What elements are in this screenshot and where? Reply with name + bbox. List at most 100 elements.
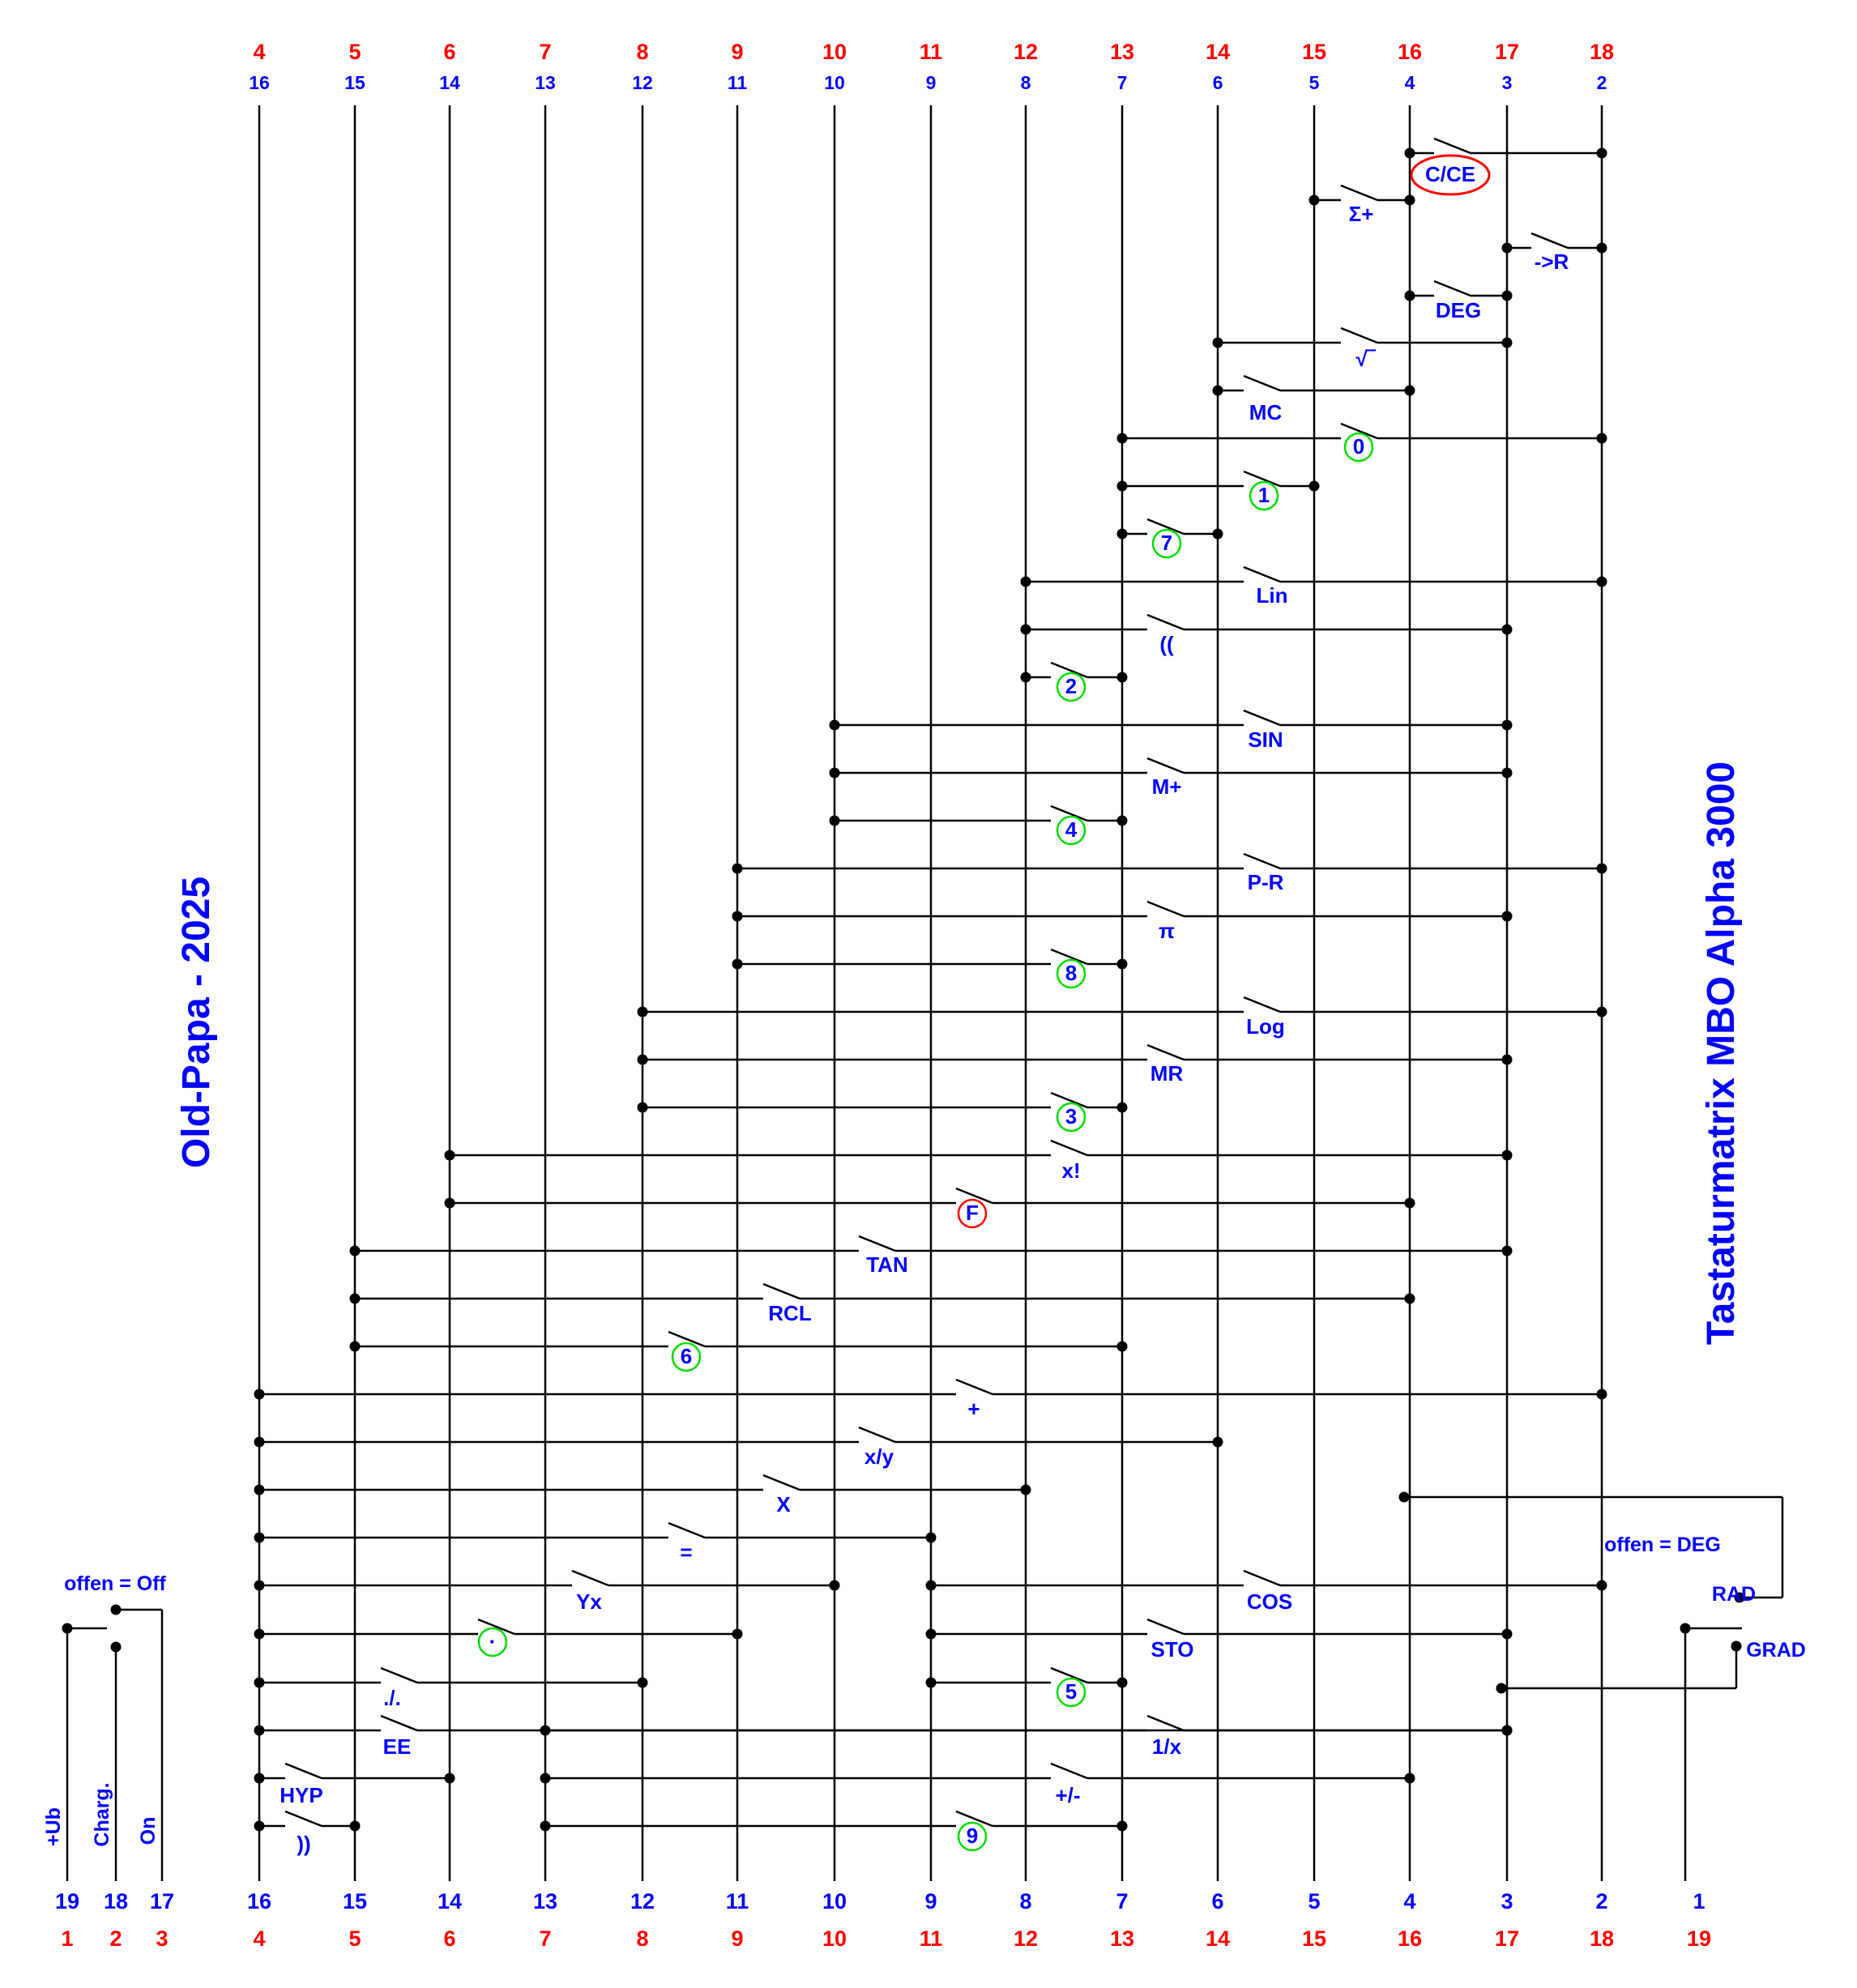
key-label-19: MR	[1150, 1061, 1184, 1086]
top-red-label-10: 14	[1206, 40, 1230, 64]
top-red-label-5: 9	[731, 40, 743, 64]
power-switch-note: offen = Off	[64, 1572, 166, 1595]
junction-dot	[732, 958, 743, 970]
top-blue-label-14: 2	[1597, 72, 1607, 93]
junction-dot	[1501, 242, 1513, 254]
junction-dot	[1501, 290, 1513, 301]
bottom-red-label-15: 16	[1398, 1926, 1422, 1951]
switch-contact	[1050, 804, 1088, 822]
key-label-22: F	[966, 1201, 979, 1225]
key-label-27: x/y	[864, 1444, 894, 1469]
key-label-26: +	[967, 1397, 980, 1421]
power-switch: offen = Off +Ub Charg. On	[42, 1572, 167, 1881]
junction-dot	[1596, 433, 1607, 444]
junction-dot	[1596, 147, 1607, 159]
top-red-label-0: 4	[253, 40, 265, 64]
key-label-10: ((	[1159, 632, 1174, 656]
key-circle-8	[1151, 528, 1182, 559]
bottom-blue-label-0: 19	[55, 1889, 79, 1913]
junction-dot	[540, 1725, 551, 1736]
bottom-blue-label-11: 8	[1019, 1889, 1031, 1913]
switch-contact	[1050, 1139, 1088, 1157]
top-blue-label-12: 4	[1405, 72, 1415, 93]
bottom-blue-label-18: 1	[1693, 1889, 1705, 1913]
junction-dot	[254, 1580, 265, 1591]
top-blue-label-13: 3	[1502, 72, 1513, 93]
top-red-pin-labels: 4 5 6 7 8 9 10 11 12 13 14 15 16 17 18	[253, 40, 1614, 64]
switch-contact	[762, 1282, 800, 1300]
switch-contact	[380, 1666, 418, 1684]
junction-dot	[540, 1820, 551, 1832]
junction-dot	[637, 1006, 648, 1017]
junction-dot	[1404, 385, 1415, 396]
junction-dot	[925, 1628, 937, 1640]
junction-dot	[925, 1677, 937, 1688]
junction-dot	[1404, 147, 1415, 159]
switch-contact	[955, 1187, 993, 1205]
bottom-blue-label-8: 11	[726, 1889, 749, 1913]
junction-dot	[254, 1820, 265, 1832]
junction-dot	[254, 1628, 265, 1640]
junction-dot	[1020, 624, 1031, 635]
junction-dot	[1212, 1436, 1223, 1448]
angle-rad-label: RAD	[1712, 1583, 1756, 1606]
top-red-label-6: 10	[822, 40, 847, 64]
junction-dot	[349, 1245, 361, 1256]
junction-dot	[1404, 1293, 1415, 1304]
bottom-blue-label-16: 3	[1501, 1889, 1513, 1913]
switch-contact	[858, 1426, 896, 1444]
bottom-blue-label-15: 4	[1403, 1889, 1415, 1913]
key-circle-25	[671, 1342, 702, 1372]
top-blue-label-8: 8	[1021, 72, 1031, 93]
key-label-33: STO	[1151, 1637, 1194, 1662]
matrix-columns	[258, 105, 1603, 1881]
junction-dot	[1116, 1820, 1128, 1832]
bottom-blue-label-12: 7	[1116, 1889, 1128, 1913]
top-blue-label-10: 6	[1213, 72, 1223, 93]
switch-contact	[1146, 900, 1185, 918]
top-red-label-11: 15	[1302, 40, 1326, 64]
bottom-blue-label-5: 14	[438, 1889, 462, 1913]
key-label-37: 1/x	[1152, 1734, 1182, 1759]
junction-dot	[1596, 242, 1607, 254]
angle-grad-label: GRAD	[1746, 1639, 1806, 1662]
junction-dot	[1501, 719, 1513, 731]
junction-dot	[1116, 1102, 1128, 1113]
top-red-label-7: 11	[920, 40, 943, 64]
junction-dot	[1404, 1773, 1415, 1784]
junction-dot	[1501, 1628, 1513, 1640]
junction-dot	[1404, 290, 1415, 301]
junction-dot	[829, 815, 840, 826]
junction-dot	[1116, 672, 1128, 683]
key-label-41: 9	[967, 1824, 978, 1848]
junction-dot	[254, 1725, 265, 1736]
bottom-blue-label-13: 6	[1211, 1889, 1223, 1913]
bottom-red-label-3: 4	[253, 1926, 265, 1951]
junction-dot	[1116, 1677, 1128, 1688]
switch-contact	[1050, 948, 1088, 966]
top-blue-label-2: 14	[439, 72, 460, 93]
bottom-red-label-2: 3	[156, 1926, 168, 1951]
angle-switch-note: offen = DEG	[1604, 1534, 1721, 1556]
key-label-35: 5	[1065, 1679, 1077, 1704]
bottom-red-label-6: 7	[539, 1926, 551, 1951]
junction-dot	[1501, 1245, 1513, 1256]
switch-contact	[1050, 1666, 1088, 1684]
junction-dot	[637, 1054, 648, 1065]
junction-dot	[1501, 767, 1513, 779]
junction-dot	[1596, 1006, 1607, 1017]
junction-dot	[1116, 528, 1128, 540]
key-label-8: 7	[1161, 531, 1172, 555]
key-label-29: =	[680, 1540, 692, 1564]
key-circle-32	[477, 1627, 508, 1657]
junction-dot	[1501, 624, 1513, 635]
bottom-red-label-11: 12	[1014, 1926, 1038, 1951]
key-ellipse-0	[1410, 154, 1491, 196]
key-circle-35	[1056, 1677, 1086, 1708]
junction-dot	[1308, 194, 1320, 206]
junction-dot	[925, 1532, 937, 1543]
bottom-blue-label-10: 9	[924, 1889, 937, 1913]
key-label-11: 2	[1065, 674, 1077, 698]
key-label-9: Lin	[1257, 583, 1288, 608]
key-label-13: M+	[1152, 774, 1182, 799]
